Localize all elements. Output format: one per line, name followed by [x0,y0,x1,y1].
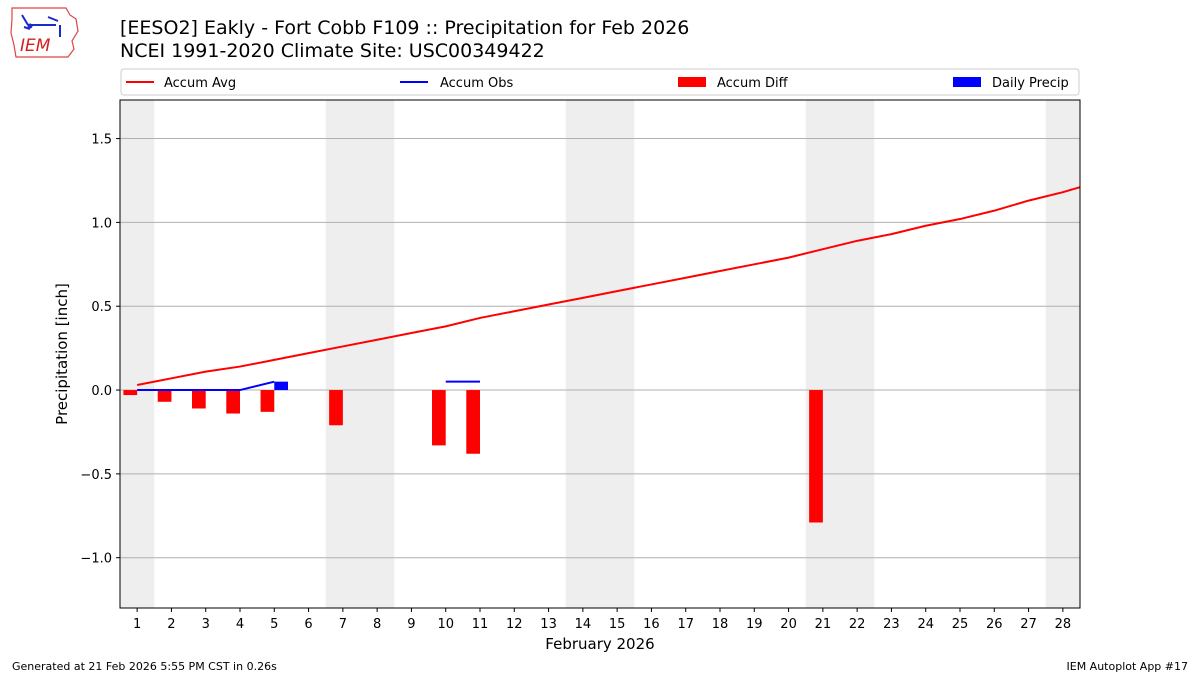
y-tick-label: 0.0 [91,384,112,399]
x-tick-label: 9 [407,617,415,632]
y-tick-label: −0.5 [80,468,112,483]
accum-obs-line [137,380,275,392]
x-tick-label: 23 [883,617,900,632]
x-axis: 1 2 3 4 5 6 7 8 9 10 11 12 13 14 15 16 17 18 19 20 21 22 23 24 2… [133,608,1071,632]
legend-box [120,68,1080,96]
weather-station-icon [21,14,61,37]
x-tick-label: 5 [270,617,278,632]
accum-diff-bar [226,390,240,414]
accum-diff-bar [260,390,275,412]
logo-text: IEM [20,36,51,56]
accum-diff-bar [329,390,343,426]
x-tick-label: 11 [472,617,489,632]
weekend-band [325,100,395,608]
generated-timestamp: Generated at 21 Feb 2026 5:55 PM CST in … [12,660,277,673]
weekend-band [805,100,875,608]
y-tick-label: −1.0 [80,552,112,567]
x-tick-label: 14 [575,617,592,632]
weekend-band [120,100,155,608]
x-tick-label: 26 [986,617,1003,632]
x-tick-label: 22 [849,617,866,632]
x-tick-label: 3 [202,617,210,632]
y-axis-label: Precipitation [inch] [53,283,71,425]
x-tick-label: 17 [677,617,694,632]
x-tick-label: 10 [437,617,454,632]
accum-diff-bar [123,390,138,396]
legend-swatch-bar [678,77,706,87]
legend-label: Daily Precip [992,76,1069,91]
x-tick-label: 7 [339,617,347,632]
x-tick-label: 25 [952,617,969,632]
y-tick-label: 0.5 [91,300,112,315]
x-tick-label: 18 [712,617,729,632]
weekend-band [565,100,635,608]
accum-diff-bar [432,390,446,446]
accum-diff-bar [809,390,823,523]
x-tick-label: 13 [540,617,557,632]
x-tick-label: 24 [917,617,934,632]
x-tick-label: 20 [780,617,797,632]
y-tick-label: 1.5 [91,133,112,148]
chart-subtitle: NCEI 1991-2020 Climate Site: USC00349422 [120,40,545,62]
legend-swatch-bar [953,77,981,87]
x-tick-label: 16 [643,617,660,632]
accum-avg-line [136,186,1081,386]
weekend-band [1045,100,1080,608]
x-tick-label: 19 [746,617,763,632]
x-tick-label: 2 [167,617,175,632]
lines [136,186,1081,392]
legend-label: Accum Diff [717,76,789,91]
plot-frame [119,99,1081,609]
weekend-bands [120,100,1080,608]
legend-label: Accum Avg [164,76,236,91]
x-tick-label: 27 [1020,617,1037,632]
x-tick-label: 28 [1055,617,1072,632]
x-tick-label: 6 [304,617,312,632]
y-tick-label: 1.0 [91,216,112,231]
accum-diff-bar [192,390,206,409]
iowa-outline-icon [10,7,79,58]
x-tick-label: 12 [506,617,523,632]
legend-label: Accum Obs [440,76,513,91]
y-axis: −1.0 −0.5 0.0 0.5 1.0 1.5 [80,133,120,567]
accum-diff-bar [466,390,480,454]
x-tick-label: 1 [133,617,141,632]
app-label: IEM Autoplot App #17 [1066,660,1189,673]
legend: Accum Avg Accum Obs Accum Diff Daily Precip [120,68,1080,96]
iem-logo: IEM [10,7,79,58]
bars [123,381,823,523]
x-tick-label: 4 [236,617,244,632]
accum-diff-bar [157,390,172,402]
x-tick-label: 21 [815,617,832,632]
daily-precip-bar [274,381,288,391]
chart-title: [EESO2] Eakly - Fort Cobb F109 :: Precip… [120,17,690,39]
x-tick-label: 15 [609,617,626,632]
x-tick-label: 8 [373,617,381,632]
x-axis-label: February 2026 [545,635,654,653]
